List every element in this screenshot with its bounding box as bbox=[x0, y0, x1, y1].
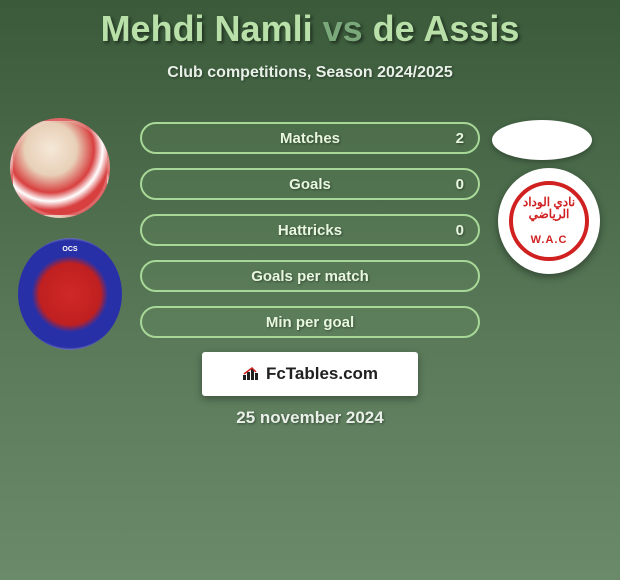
player1-club-badge: OCS bbox=[18, 238, 122, 350]
stat-row-matches: Matches 2 bbox=[140, 122, 480, 154]
stat-label: Goals per match bbox=[142, 268, 478, 285]
stat-label: Matches bbox=[142, 130, 478, 147]
club-right-latin: W.A.C bbox=[531, 234, 568, 246]
club-left-label: OCS bbox=[62, 246, 77, 253]
stat-row-mpg: Min per goal bbox=[140, 306, 480, 338]
comparison-title: Mehdi Namli vs de Assis bbox=[0, 0, 620, 50]
player1-name: Mehdi Namli bbox=[101, 8, 313, 49]
stat-row-gpm: Goals per match bbox=[140, 260, 480, 292]
stat-label: Hattricks bbox=[142, 222, 478, 239]
stats-container: Matches 2 Goals 0 Hattricks 0 Goals per … bbox=[140, 122, 480, 352]
stat-label: Goals bbox=[142, 176, 478, 193]
subtitle: Club competitions, Season 2024/2025 bbox=[0, 64, 620, 82]
stat-row-goals: Goals 0 bbox=[140, 168, 480, 200]
date-text: 25 november 2024 bbox=[0, 408, 620, 428]
chart-icon bbox=[242, 367, 260, 381]
player1-avatar bbox=[10, 118, 110, 218]
stat-right-value: 0 bbox=[456, 176, 464, 193]
branding-badge: FcTables.com bbox=[202, 352, 418, 396]
stat-right-value: 0 bbox=[456, 222, 464, 239]
stat-row-hattricks: Hattricks 0 bbox=[140, 214, 480, 246]
player2-avatar bbox=[492, 120, 592, 160]
branding-text: FcTables.com bbox=[266, 364, 378, 384]
club-right-inner: نادي الوداد الرياضي W.A.C bbox=[509, 181, 589, 261]
club-right-arabic: نادي الوداد الرياضي bbox=[513, 196, 585, 220]
player2-club-badge: نادي الوداد الرياضي W.A.C bbox=[498, 168, 600, 274]
player2-name: de Assis bbox=[373, 8, 520, 49]
stat-right-value: 2 bbox=[456, 130, 464, 147]
vs-text: vs bbox=[323, 8, 363, 49]
stat-label: Min per goal bbox=[142, 314, 478, 331]
